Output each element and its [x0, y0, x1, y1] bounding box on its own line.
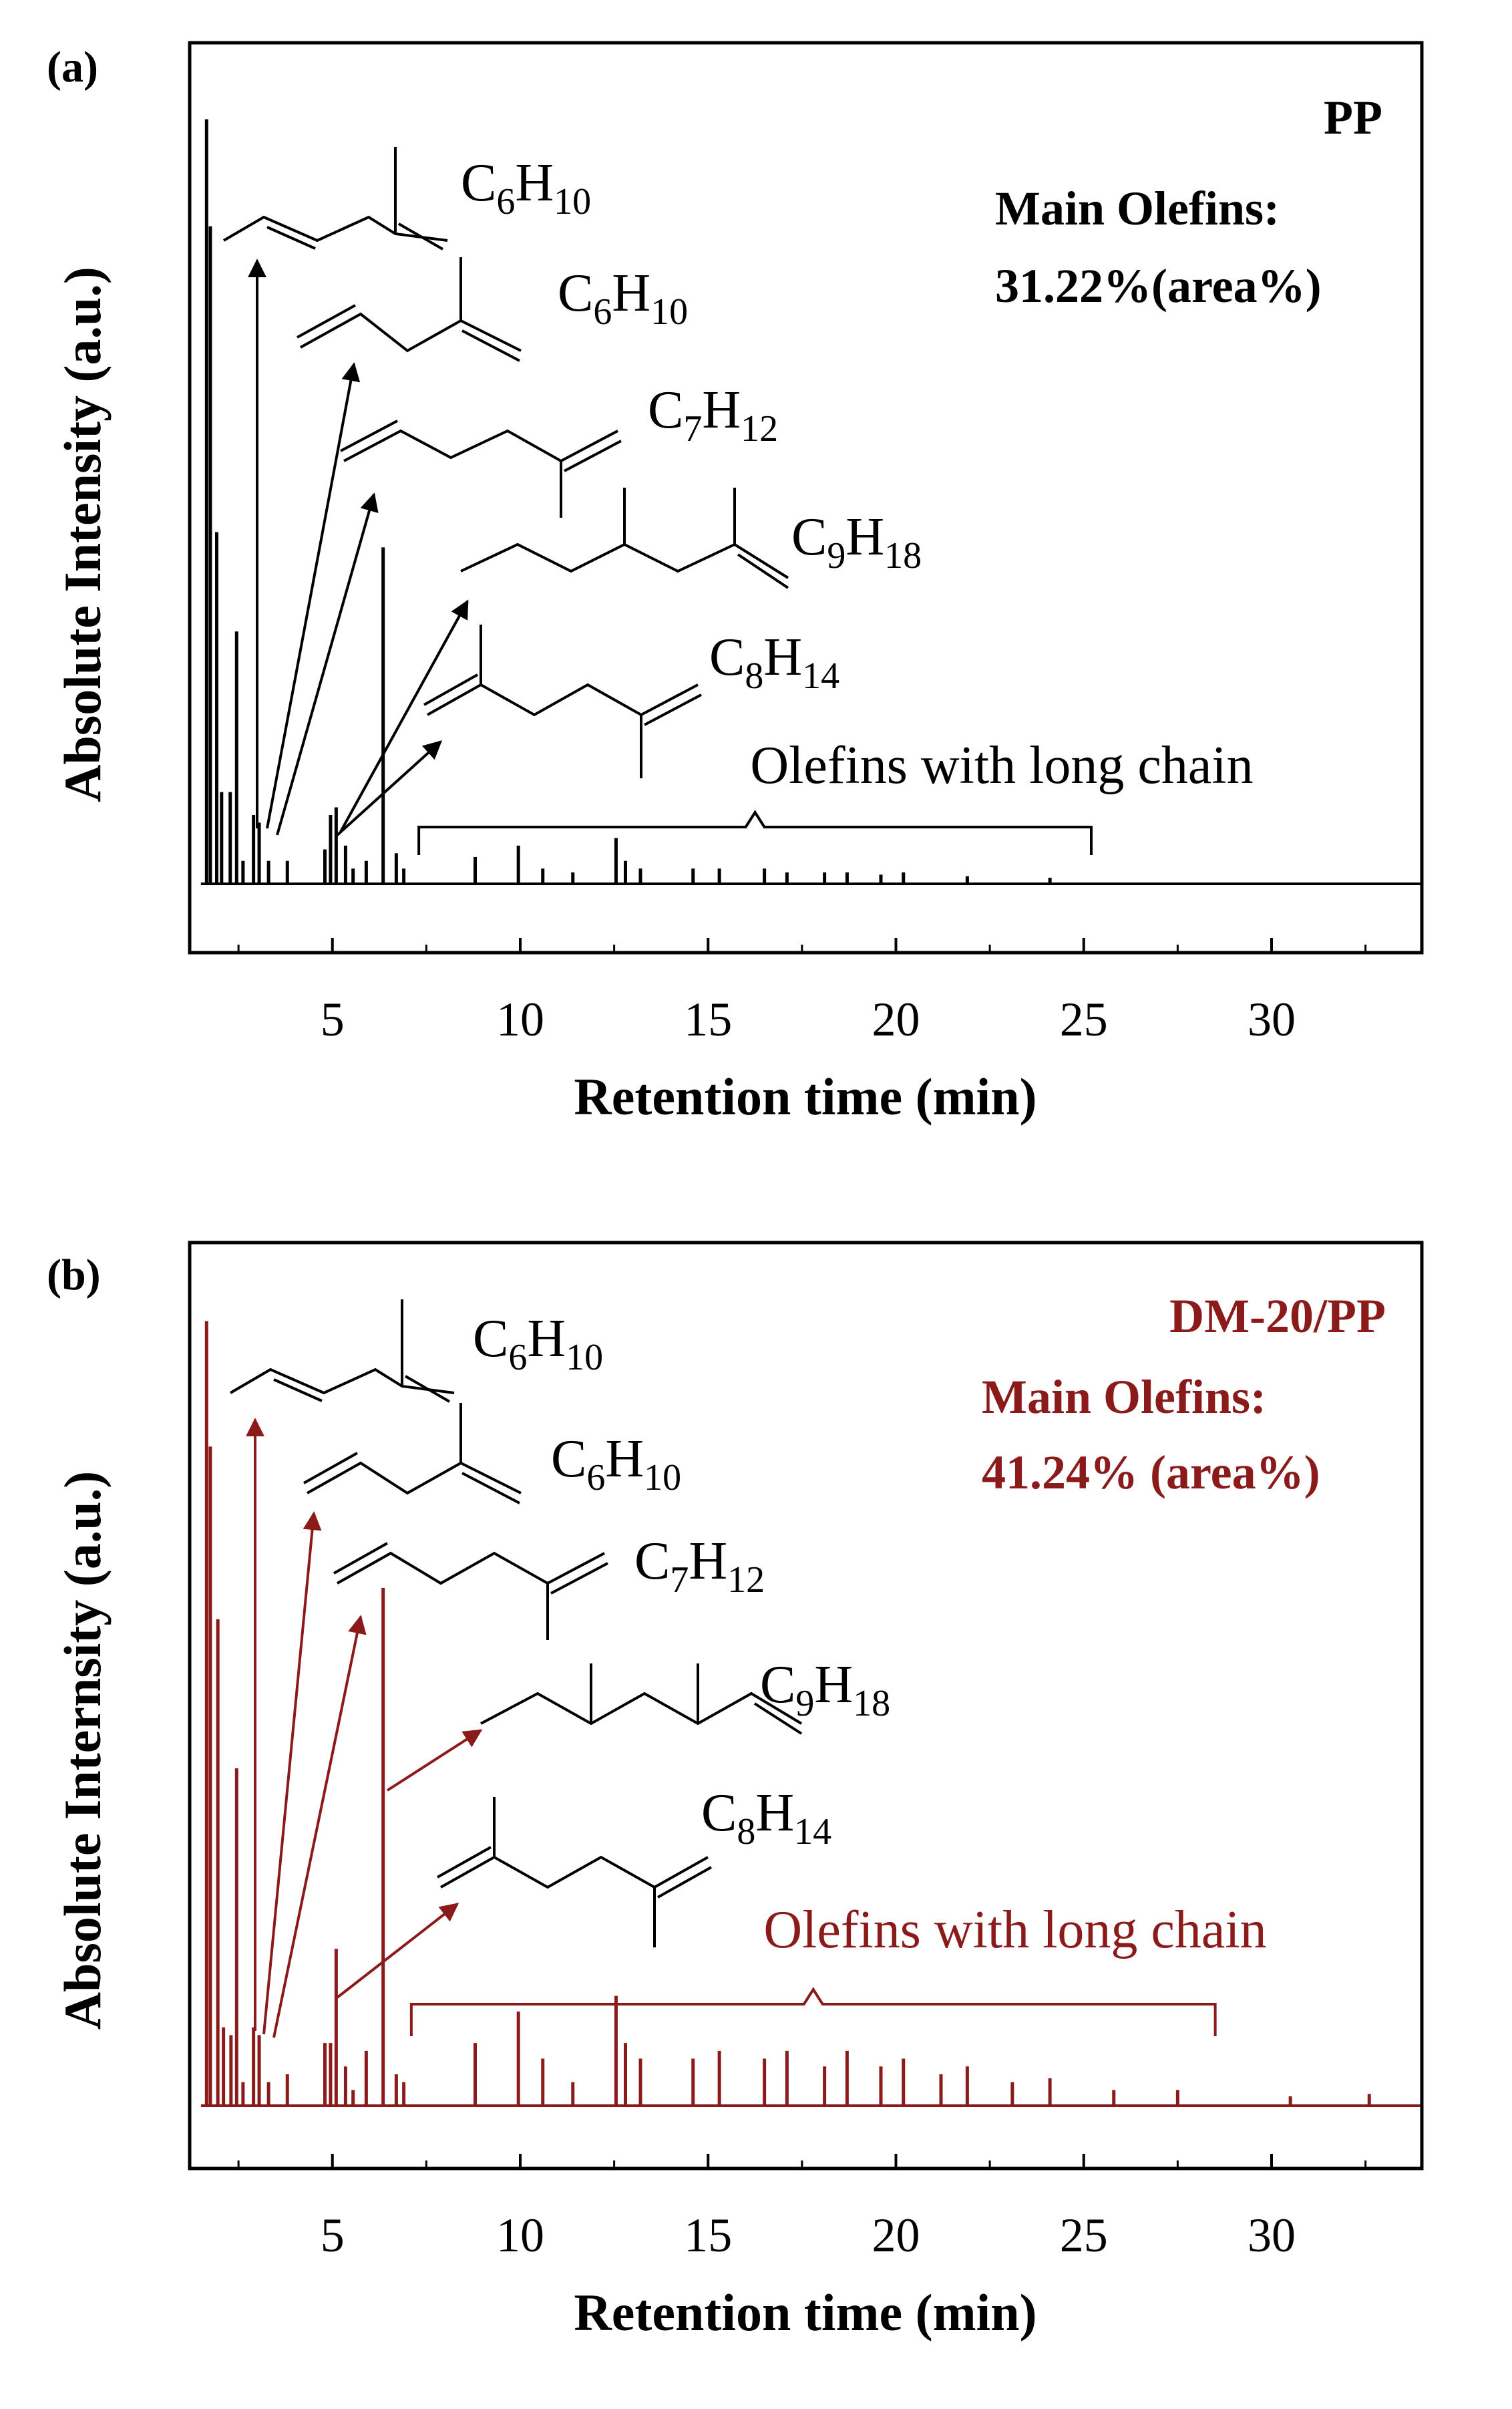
- molecule-formula-label: C8H14: [701, 1784, 831, 1853]
- molecule-a1-skeleton: [222, 147, 448, 251]
- panel-b-sample-label: DM-20/PP: [1169, 1289, 1386, 1343]
- panel-a-letter: (a): [47, 43, 98, 92]
- x-tick-label: 10: [496, 2209, 544, 2262]
- panel-b-arrows: [246, 1418, 483, 2038]
- panel-a-long-chain-label: Olefins with long chain: [750, 736, 1253, 795]
- x-tick-label: 5: [321, 993, 345, 1046]
- panel-a-long-chain-bracket: [417, 810, 1093, 855]
- long-chain-bracket-shape: [409, 1987, 1217, 2036]
- arrow-a2: [266, 362, 361, 829]
- arrow-b3: [272, 1615, 367, 2038]
- long-chain-bracket-shape: [417, 810, 1093, 855]
- arrow-b4: [386, 1729, 483, 1792]
- molecule-b1-skeleton: [229, 1299, 455, 1403]
- x-tick-label: 20: [872, 993, 920, 1046]
- molecule-b3-skeleton: [333, 1542, 608, 1640]
- panel-b-long-chain-bracket: [409, 1987, 1217, 2036]
- arrow-a4: [339, 599, 469, 832]
- panel-a-arrows: [248, 259, 469, 836]
- x-tick-label: 25: [1060, 993, 1108, 1046]
- molecule-b4-skeleton: [480, 1663, 803, 1735]
- molecule-a2-skeleton: [297, 257, 522, 362]
- molecule-b2-skeleton: [303, 1403, 522, 1504]
- x-tick-label: 5: [321, 2209, 345, 2262]
- panel-a: (a) 5 10 15 20 25 30 Absolute Intensity (a.u.…: [47, 41, 1424, 1126]
- x-tick-label: 30: [1248, 993, 1296, 1046]
- molecule-a5-skeleton: [423, 625, 702, 778]
- x-tick-label: 30: [1248, 2209, 1296, 2262]
- panel-a-y-axis-title: Absolute Intensity (a.u.): [53, 267, 112, 802]
- panel-a-main-olefins-label: Main Olefins:: [995, 182, 1280, 235]
- molecule-formula-label: C6H10: [461, 154, 591, 222]
- x-tick-label: 15: [684, 993, 732, 1046]
- molecule-formula-label: C7H12: [648, 381, 778, 450]
- panel-b-molecules: [229, 1299, 803, 1947]
- molecule-b5-skeleton: [437, 1797, 712, 1947]
- x-tick-label: 25: [1060, 2209, 1108, 2262]
- panel-b-letter: (b): [47, 1251, 101, 1299]
- molecule-formula-label: C6H10: [551, 1430, 681, 1498]
- molecule-formula-label: C9H18: [760, 1655, 890, 1724]
- panel-b-long-chain-label: Olefins with long chain: [763, 1901, 1266, 1959]
- arrow-b5: [336, 1903, 459, 1999]
- panel-a-main-olefins-value: 31.22%(area%): [995, 259, 1322, 313]
- panel-b-x-ticks: 5 10 15 20 25 30: [237, 2154, 1367, 2262]
- x-tick-label: 20: [872, 2209, 920, 2262]
- molecule-formula-label: C8H14: [709, 628, 839, 697]
- panel-b-x-axis-title: Retention time (min): [574, 2283, 1036, 2342]
- panel-a-plot-area: [200, 119, 1422, 885]
- molecule-a3-skeleton: [340, 420, 622, 518]
- panel-b-main-olefins-value: 41.24% (area%): [982, 1446, 1320, 1499]
- panel-a-molecules: [222, 147, 789, 778]
- arrow-a5: [336, 740, 443, 836]
- panel-b: (b) 5 10 15 20 25 30 Absolute Internsity (a.u…: [47, 1241, 1424, 2342]
- molecule-formula-label: C9H18: [791, 508, 922, 577]
- panel-b-formulas: C6H10 C6H10 C7H12 C9H18 C8H14: [473, 1309, 890, 1853]
- panel-b-plot-area: [200, 1321, 1422, 2108]
- panel-b-frame: [188, 1241, 1424, 2171]
- panel-a-x-ticks: 5 10 15 20 25 30: [237, 938, 1367, 1046]
- molecule-formula-label: C6H10: [558, 264, 688, 333]
- panel-a-frame: [188, 41, 1424, 955]
- panel-b-main-olefins-label: Main Olefins:: [982, 1370, 1266, 1424]
- arrow-b2: [262, 1511, 322, 2035]
- x-tick-label: 10: [496, 993, 544, 1046]
- x-tick-label: 15: [684, 2209, 732, 2262]
- molecule-formula-label: C7H12: [634, 1532, 765, 1601]
- panel-a-sample-label: PP: [1324, 91, 1382, 144]
- panel-b-y-axis-title: Absolute Internsity (a.u.): [53, 1471, 112, 2030]
- molecule-a4-skeleton: [460, 488, 789, 589]
- panel-a-x-axis-title: Retention time (min): [574, 1068, 1036, 1126]
- molecule-formula-label: C6H10: [473, 1309, 603, 1378]
- arrow-a3: [276, 492, 379, 836]
